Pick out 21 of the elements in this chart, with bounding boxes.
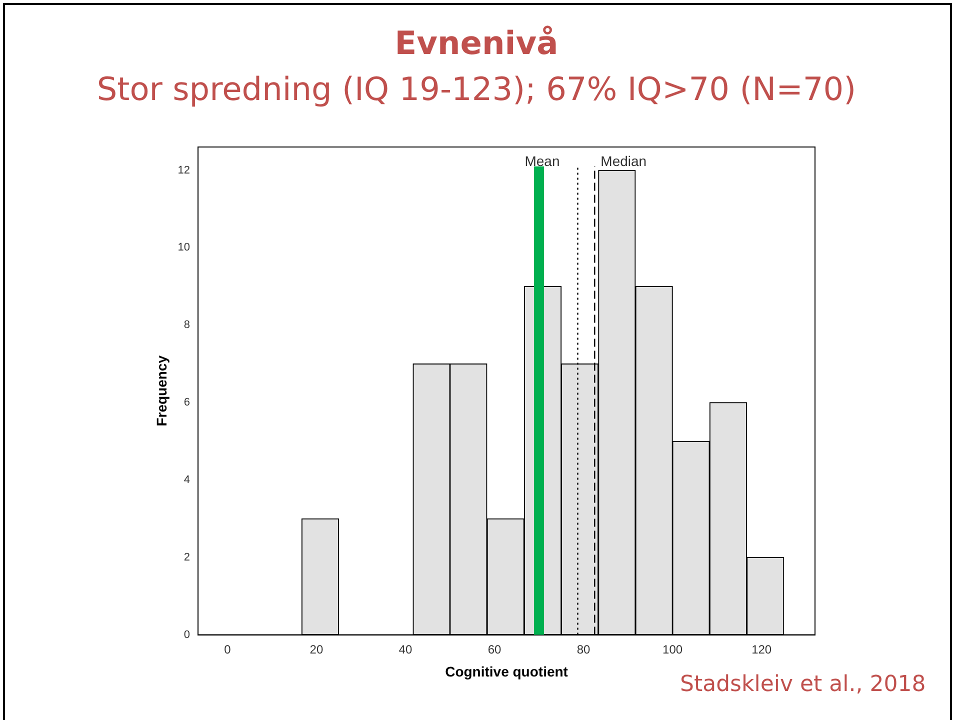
y-tick-label: 12: [178, 164, 190, 176]
x-axis-title: Cognitive quotient: [445, 663, 568, 680]
y-tick-label: 2: [184, 551, 190, 564]
y-tick-label: 8: [184, 319, 190, 332]
y-tick-label: 6: [184, 396, 190, 409]
ref-line-label: Median: [600, 152, 647, 169]
y-tick-label: 10: [178, 242, 190, 254]
chart-title: Evnenivå: [394, 24, 560, 62]
x-tick-label: 100: [662, 642, 683, 656]
y-tick-label: 0: [184, 628, 190, 641]
text: Stadskleiv et al., 2018: [680, 672, 926, 697]
x-tick-label: 0: [224, 642, 232, 656]
y-axis-title: Frequency: [153, 355, 170, 426]
x-tick-label: 120: [752, 642, 772, 656]
x-tick-label: 80: [576, 642, 591, 656]
x-tick-label: 40: [398, 642, 412, 656]
chart-subtitle: Stor spredning (IQ 19-123); 67% IQ>70 (N=70): [96, 70, 858, 108]
x-tick-label: 20: [310, 642, 324, 656]
x-tick-label: 60: [488, 642, 502, 656]
ref-line-label: Mean: [524, 152, 560, 169]
y-tick-label: 4: [184, 474, 190, 486]
